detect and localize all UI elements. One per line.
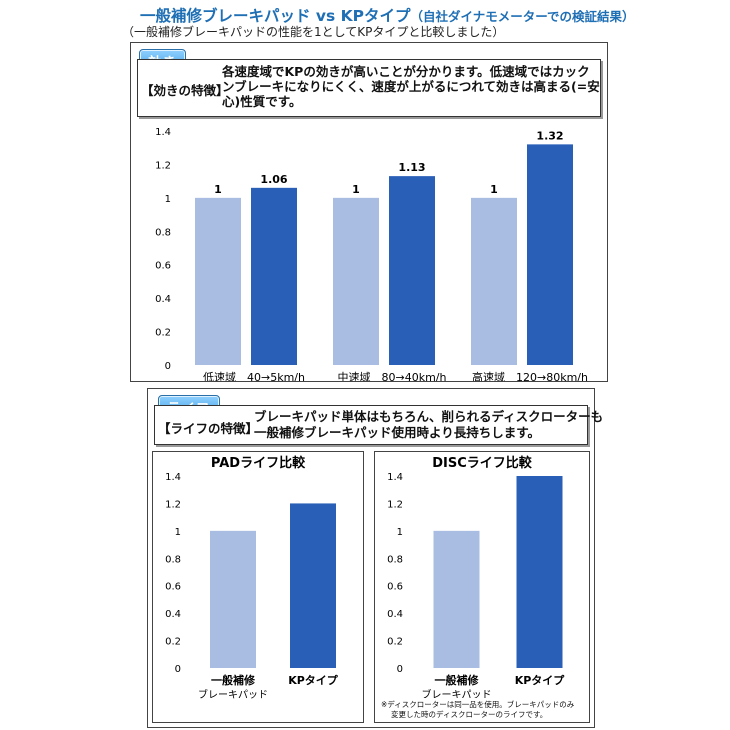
pad-ytick-label-3: 0.6 xyxy=(165,582,181,593)
disc-xtick-label-0-0: 一般補修 xyxy=(435,673,480,687)
pad-ytick-label-0: 0 xyxy=(175,664,181,675)
page-subtitle: （一般補修ブレーキパッドの性能を1としてKPタイプと比較しました） xyxy=(122,25,505,39)
effect-xtick-label-0: 低速域 40→5km/h xyxy=(203,371,305,381)
disc-ytick-label-1: 0.2 xyxy=(387,637,403,648)
title-main: 一般補修ブレーキパッド vs KPタイプ xyxy=(140,7,411,25)
disc-life-panel: DISCライフ比較 0 0.2 0.4 0.6 0.8 1 1.2 1.4 一般補修 ブレーキパッド… xyxy=(374,451,590,723)
effect-chart: 0 0.2 0.4 0.6 0.8 1 1.2 1.4 1 1.06 低速域 40→5km/h 1 1.… xyxy=(155,127,588,381)
pad-xtick-label-0-0: 一般補修 xyxy=(211,673,256,687)
pad-ytick-label-4: 0.8 xyxy=(165,554,181,565)
effect-ytick-label-0: 0 xyxy=(165,361,171,372)
life-feature-box: 【ライフの特徴】 ブレーキパッド単体はもちろん、削られるディスクローターも 一般… xyxy=(154,405,603,445)
disc-chart-title: DISCライフ比較 xyxy=(432,455,533,471)
effect-data-label-0-1: 1 xyxy=(352,183,360,196)
effect-data-label-1-2: 1.32 xyxy=(536,129,563,142)
life-panel: ライフ 【ライフの特徴】 ブレーキパッド単体はもちろん、削られるディスクローター… xyxy=(147,388,603,728)
effect-ytick-label-2: 0.4 xyxy=(155,294,171,305)
pad-xtick-label-0-1: ブレーキパッド xyxy=(198,688,268,701)
pad-life-panel: PADライフ比較 0 0.2 0.4 0.6 0.8 1 1.2 1.4 一般補修 ブレーキパッド K… xyxy=(152,451,364,723)
effect-data-label-0-0: 1 xyxy=(214,183,222,196)
disc-ytick-label-0: 0 xyxy=(397,664,403,675)
effect-ytick-label-4: 0.8 xyxy=(155,227,171,238)
effect-xtick-label-1: 中速域 80→40km/h xyxy=(338,371,447,381)
effect-bar-general-1 xyxy=(333,197,379,365)
disc-xtick-label-0-1: ブレーキパッド xyxy=(422,688,492,698)
effect-panel: 効き 【効きの特徴】 各速度域でKPの効きが高いことが分かります。低速域ではカッ… xyxy=(130,42,608,382)
page-title: 一般補修ブレーキパッド vs KPタイプ（自社ダイナモメーターでの検証結果） xyxy=(140,4,635,26)
effect-ytick-label-7: 1.4 xyxy=(155,127,171,138)
effect-data-label-0-2: 1 xyxy=(490,183,498,196)
life-feature-text-2: 一般補修ブレーキパッド使用時より長持ちします。 xyxy=(254,425,541,440)
disc-ytick-label-4: 0.8 xyxy=(387,554,403,565)
disc-ytick-label-5: 1 xyxy=(397,527,403,538)
pad-chart-title: PADライフ比較 xyxy=(211,455,306,471)
effect-bar-kp-1 xyxy=(389,176,435,365)
effect-ytick-label-6: 1.2 xyxy=(155,160,171,171)
effect-ytick-label-3: 0.6 xyxy=(155,261,171,272)
disc-ytick-label-3: 0.6 xyxy=(387,582,403,593)
effect-data-label-1-0: 1.06 xyxy=(260,173,287,186)
disc-ytick-label-2: 0.4 xyxy=(387,609,403,620)
life-feature-label: 【ライフの特徴】 xyxy=(158,421,259,436)
title-paren: （自社ダイナモメーターでの検証結果） xyxy=(410,9,635,24)
effect-ytick-label-5: 1 xyxy=(165,194,171,205)
effect-bar-kp-2 xyxy=(527,144,573,365)
disc-note-1: ※ディスクローターは同一品を使用。ブレーキパッドのみ xyxy=(381,700,575,709)
pad-xtick-label-1-0: KPタイプ xyxy=(288,673,339,687)
effect-feature-text: 各速度域でKPの効きが高いことが分かります。低速域ではカックンブレーキになりにく… xyxy=(222,64,600,109)
effect-data-label-1-1: 1.13 xyxy=(398,161,425,174)
effect-bar-kp-0 xyxy=(251,187,297,365)
pad-ytick-label-1: 0.2 xyxy=(165,637,181,648)
disc-bar-0 xyxy=(433,530,480,668)
pad-bar-1 xyxy=(290,503,336,668)
effect-feature-box: 【効きの特徴】 各速度域でKPの効きが高いことが分かります。低速域ではカックンブ… xyxy=(137,59,601,117)
pad-ytick-label-7: 1.4 xyxy=(165,472,181,483)
disc-ytick-label-6: 1.2 xyxy=(387,499,403,510)
effect-ytick-label-1: 0.2 xyxy=(155,328,171,339)
effect-bar-general-2 xyxy=(471,197,517,365)
effect-xtick-label-2: 高速域 120→80km/h xyxy=(472,370,588,381)
effect-bar-general-0 xyxy=(195,197,241,365)
disc-note-2: 変更した時のディスクローターのライフです。 xyxy=(391,710,548,719)
disc-xtick-label-1-0: KPタイプ xyxy=(515,673,566,687)
disc-ytick-label-7: 1.4 xyxy=(387,472,403,483)
disc-life-chart: DISCライフ比較 0 0.2 0.4 0.6 0.8 1 1.2 1.4 一般補修ブレーキパッド… xyxy=(387,455,566,698)
life-feature-text-1: ブレーキパッド単体はもちろん、削られるディスクローターも xyxy=(254,409,604,424)
pad-ytick-label-2: 0.4 xyxy=(165,609,181,620)
pad-life-chart: PADライフ比較 0 0.2 0.4 0.6 0.8 1 1.2 1.4 一般補修ブレーキパッド K… xyxy=(165,455,339,701)
effect-feature-label: 【効きの特徴】 xyxy=(141,83,229,98)
disc-bar-1 xyxy=(516,476,563,668)
pad-ytick-label-5: 1 xyxy=(175,527,181,538)
pad-ytick-label-6: 1.2 xyxy=(165,499,181,510)
pad-bar-0 xyxy=(210,530,256,668)
